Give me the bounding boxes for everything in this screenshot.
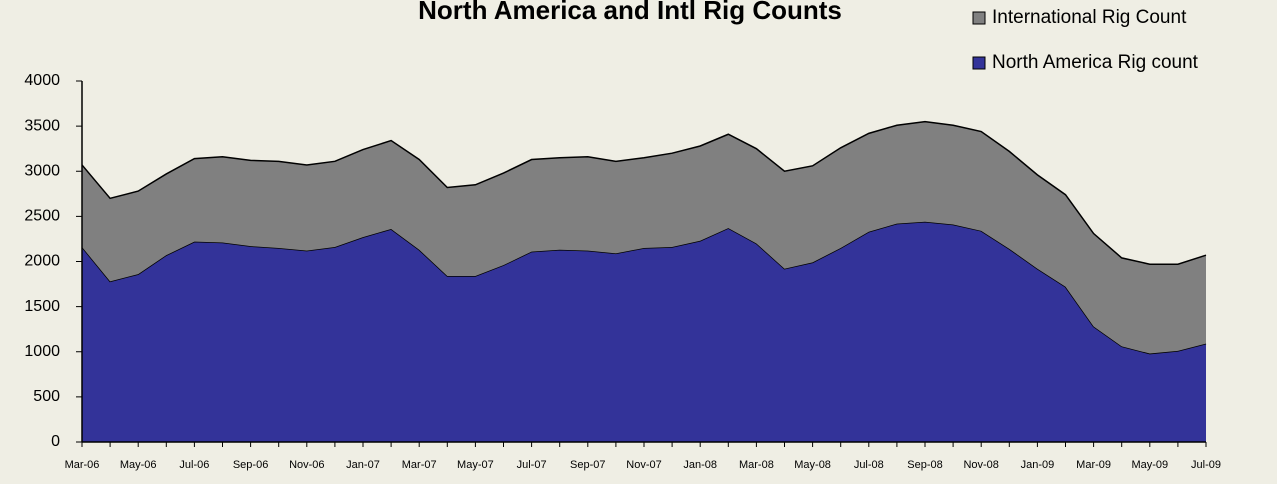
x-tick-label: May-06 xyxy=(120,459,157,471)
x-tick-label: Mar-06 xyxy=(65,459,100,471)
y-tick-label: 3500 xyxy=(24,117,60,134)
x-tick-label: Jan-07 xyxy=(346,459,380,471)
y-tick-label: 1000 xyxy=(24,343,60,360)
x-tick-label: Mar-08 xyxy=(739,459,774,471)
x-tick-label: Jan-08 xyxy=(683,459,717,471)
x-tick-label: Nov-06 xyxy=(289,459,324,471)
x-tick-label: Jul-08 xyxy=(854,459,884,471)
x-tick-label: Nov-08 xyxy=(963,459,998,471)
x-tick-label: Mar-09 xyxy=(1076,459,1111,471)
x-tick-label: Mar-07 xyxy=(402,459,437,471)
y-tick-label: 3000 xyxy=(24,162,60,179)
x-tick-label: Sep-06 xyxy=(233,459,268,471)
area-outline xyxy=(81,120,1207,265)
x-tick-label: May-08 xyxy=(794,459,831,471)
y-tick-label: 1500 xyxy=(24,298,60,315)
x-tick-label: Sep-08 xyxy=(907,459,942,471)
legend-label: North America Rig count xyxy=(992,52,1199,73)
x-tick-label: Jul-09 xyxy=(1191,459,1221,471)
x-tick-label: Sep-07 xyxy=(570,459,605,471)
area xyxy=(82,221,1206,442)
x-tick-label: Jul-07 xyxy=(517,459,547,471)
legend-swatch xyxy=(972,56,986,70)
y-tick-label: 2000 xyxy=(24,253,60,270)
x-tick-label: May-07 xyxy=(457,459,494,471)
legend-label: International Rig Count xyxy=(992,7,1187,28)
x-tick-label: Jul-06 xyxy=(179,459,209,471)
y-tick-label: 4000 xyxy=(24,72,60,89)
x-tick-label: May-09 xyxy=(1131,459,1168,471)
y-tick-label: 0 xyxy=(51,433,60,450)
x-tick-label: Jan-09 xyxy=(1021,459,1055,471)
area xyxy=(82,121,1206,354)
y-tick-label: 500 xyxy=(33,388,60,405)
x-tick-label: Nov-07 xyxy=(626,459,661,471)
legend-swatch xyxy=(972,11,986,25)
y-tick-label: 2500 xyxy=(24,208,60,225)
chart-title: North America and Intl Rig Counts xyxy=(418,0,842,25)
